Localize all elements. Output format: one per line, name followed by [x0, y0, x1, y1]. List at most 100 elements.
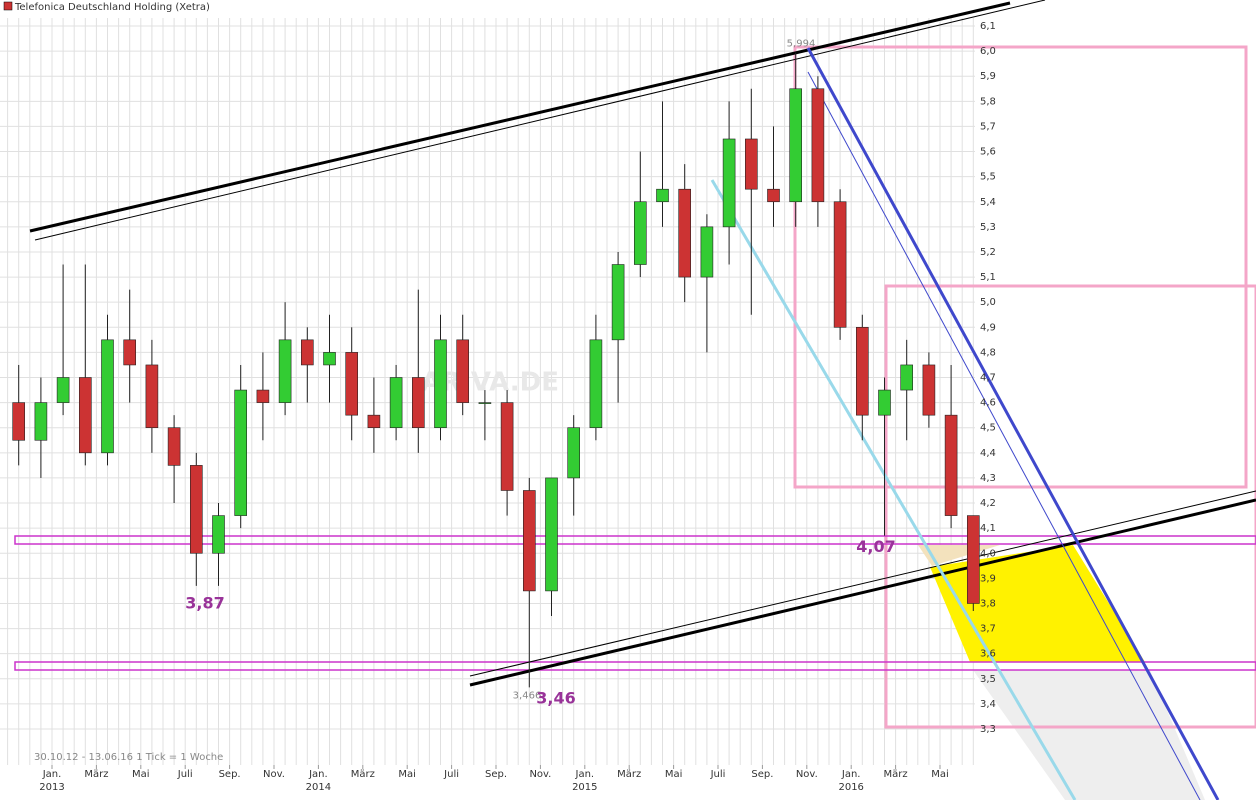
- candle-body: [12, 402, 25, 441]
- x-tick-label: Nov.: [796, 769, 818, 780]
- x-tick-label: Nov.: [263, 769, 285, 780]
- annotation: 3,87: [185, 593, 224, 612]
- candle-body: [300, 339, 314, 366]
- y-tick-label: 4,3: [980, 473, 996, 484]
- x-tick-label: März: [884, 769, 908, 780]
- chart-title: Telefonica Deutschland Holding (Xetra): [14, 2, 210, 13]
- support-band: [14, 661, 1256, 671]
- candle-body: [278, 339, 292, 403]
- x-tick-label: März: [617, 769, 641, 780]
- x-tick-label: Mai: [398, 769, 416, 780]
- x-tick-label: Mai: [132, 769, 150, 780]
- y-tick-label: 3,4: [980, 699, 996, 710]
- candle-body: [767, 188, 780, 203]
- y-tick-label: 5,7: [980, 121, 996, 132]
- y-tick-label: 4,9: [980, 322, 996, 333]
- candle-body: [966, 515, 980, 604]
- candle-body: [855, 326, 869, 416]
- y-tick-label: 5,5: [980, 172, 996, 183]
- pink-box: [884, 284, 1256, 729]
- x-year-label: 2013: [39, 782, 64, 793]
- y-tick-label: 5,1: [980, 272, 996, 283]
- x-tick-label: Juli: [443, 769, 459, 780]
- y-tick-label: 4,5: [980, 423, 996, 434]
- annotation: 5,994: [787, 39, 816, 50]
- y-tick-label: 3,3: [980, 724, 996, 735]
- support-band: [14, 535, 1256, 545]
- candle-body: [722, 138, 736, 228]
- candle-body: [878, 389, 891, 416]
- candle-body: [567, 427, 581, 479]
- candle-body: [456, 339, 470, 403]
- y-tick-label: 5,2: [980, 247, 996, 258]
- y-tick-label: 6,0: [980, 46, 996, 57]
- candle-body: [56, 377, 70, 403]
- gray-zone: [973, 670, 1205, 800]
- y-tick-label: 5,8: [980, 96, 996, 107]
- y-tick-label: 5,4: [980, 197, 996, 208]
- candle-body: [79, 377, 92, 454]
- y-tick-label: 4,4: [980, 448, 996, 459]
- y-tick-label: 3,8: [980, 598, 996, 609]
- y-tick-label: 5,0: [980, 297, 996, 308]
- candle-body: [367, 414, 381, 429]
- y-tick-label: 3,7: [980, 624, 996, 635]
- x-tick-label: Mai: [665, 769, 683, 780]
- x-tick-label: Jan.: [841, 769, 861, 780]
- candle-body: [900, 364, 914, 391]
- y-tick-label: 4,0: [980, 548, 996, 559]
- candle-body: [744, 138, 758, 190]
- candle-body: [212, 515, 225, 554]
- candle-body: [633, 201, 647, 265]
- trend-line: [469, 490, 1256, 677]
- y-tick-label: 6,1: [980, 21, 996, 32]
- y-tick-label: 4,8: [980, 347, 996, 358]
- candle-body: [522, 490, 536, 592]
- candle-body: [389, 377, 403, 429]
- candle-body: [190, 465, 203, 554]
- trend-line: [29, 1, 1011, 233]
- candle-body: [34, 402, 48, 441]
- candle-body: [944, 414, 958, 516]
- candle-body: [478, 402, 492, 404]
- x-year-label: 2014: [306, 782, 331, 793]
- candle-body: [789, 88, 803, 203]
- candle-body: [811, 88, 825, 203]
- x-tick-label: Jan.: [42, 769, 62, 780]
- x-tick-label: Sep.: [219, 769, 241, 780]
- y-tick-label: 5,9: [980, 71, 996, 82]
- x-tick-label: Jan.: [308, 769, 328, 780]
- candle-body: [345, 352, 359, 416]
- candle-body: [611, 264, 625, 341]
- x-year-label: 2015: [572, 782, 597, 793]
- candle-body: [234, 389, 247, 516]
- x-tick-label: Juli: [710, 769, 726, 780]
- candle-body: [656, 188, 669, 203]
- footer: 30.10.12 - 13.06.16 1 Tick = 1 Woche: [34, 752, 223, 763]
- candle-body: [101, 339, 114, 454]
- candle-body: [545, 477, 558, 592]
- y-tick-label: 4,1: [980, 523, 996, 534]
- x-year-label: 2016: [838, 782, 863, 793]
- trend-line: [807, 71, 1201, 800]
- x-tick-label: Nov.: [529, 769, 551, 780]
- y-tick-label: 4,7: [980, 373, 996, 384]
- x-tick-label: März: [351, 769, 375, 780]
- y-tick-label: 4,2: [980, 498, 996, 509]
- x-tick-label: März: [84, 769, 108, 780]
- y-tick-label: 3,6: [980, 649, 996, 660]
- candle-body: [123, 339, 136, 366]
- candle-body: [167, 427, 181, 466]
- pink-box: [793, 45, 1248, 489]
- trend-line: [469, 498, 1256, 687]
- candle-body: [678, 188, 692, 278]
- candle-body: [922, 364, 936, 416]
- y-tick-label: 4,6: [980, 398, 996, 409]
- x-tick-label: Mai: [931, 769, 949, 780]
- annotation: 3,466: [513, 690, 542, 701]
- x-tick-label: Juli: [177, 769, 193, 780]
- candle-body: [256, 389, 270, 403]
- annotation: 3,46: [536, 688, 575, 707]
- candle-body: [145, 364, 159, 429]
